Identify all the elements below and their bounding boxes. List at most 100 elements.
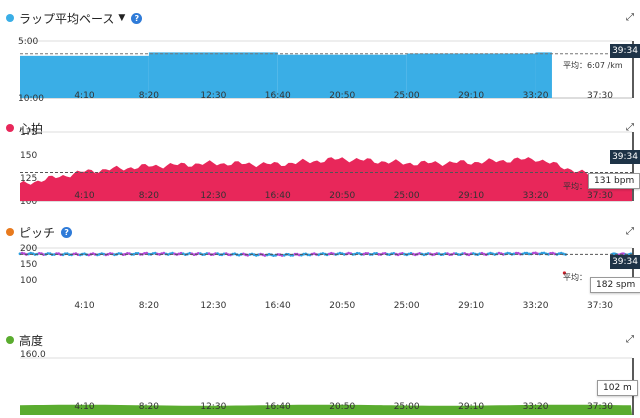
elevation-tooltip: 102 m bbox=[597, 380, 638, 396]
dropdown-arrow-icon[interactable]: ▼ bbox=[118, 13, 126, 23]
cadence-point bbox=[506, 251, 509, 255]
cadence-point bbox=[534, 251, 537, 255]
y-tick-label: 150 bbox=[20, 151, 37, 161]
cadence-point bbox=[20, 251, 24, 255]
cadence-point bbox=[433, 252, 436, 256]
cadence-point bbox=[222, 252, 226, 256]
x-tick-label: 29:10 bbox=[458, 191, 484, 201]
x-tick-label: 37:30 bbox=[587, 402, 613, 412]
x-tick-label: 25:00 bbox=[394, 402, 420, 412]
cadence-point bbox=[407, 252, 411, 256]
cadence-point bbox=[523, 251, 527, 255]
expand-icon[interactable]: ⤢ bbox=[626, 122, 634, 133]
x-tick-label: 20:50 bbox=[329, 301, 355, 311]
y-tick-label: 200 bbox=[20, 244, 37, 254]
pace-title: ラップ平均ペース bbox=[19, 11, 115, 26]
cadence-point bbox=[531, 251, 535, 255]
x-tick-label: 20:50 bbox=[329, 191, 355, 201]
cadence-chart: 200 150 100 4:10 8:20 12:30 16:40 20:50 25:00 29:… bbox=[18, 244, 634, 311]
cadence-point bbox=[392, 252, 396, 255]
heart-rate-chart: 175 150 125 100 4:10 8:20 12:30 16:40 20:50 25:00… bbox=[20, 128, 634, 207]
y-tick-label: 125 bbox=[20, 174, 37, 184]
x-tick-label: 8:20 bbox=[139, 191, 159, 201]
x-tick-label: 4:10 bbox=[74, 91, 94, 101]
x-tick-label: 25:00 bbox=[394, 191, 420, 201]
cadence-point bbox=[192, 253, 196, 256]
x-tick-label: 37:30 bbox=[587, 301, 613, 311]
cadence-point bbox=[121, 253, 125, 256]
cadence-point bbox=[207, 252, 211, 256]
lap-bar bbox=[277, 54, 407, 98]
y-tick-label: 160.0 bbox=[20, 350, 46, 360]
expand-icon[interactable]: ⤢ bbox=[626, 226, 634, 237]
x-tick-label: 37:30 bbox=[587, 191, 613, 201]
lap-bar bbox=[148, 52, 278, 98]
cadence-panel: ピッチ ? ⤢ 200 150 100 4:10 8:20 12:30 16:40 20:50… bbox=[0, 222, 640, 314]
cadence-point bbox=[117, 252, 121, 255]
lap-bar bbox=[20, 55, 149, 98]
y-tick-label: 10:00 bbox=[18, 94, 44, 104]
pace-panel: ラップ平均ペース ▼ ? ⤢ 5:00 10:00 4:10 8:20 12:30 16:… bbox=[0, 8, 640, 104]
x-tick-label: 29:10 bbox=[458, 301, 484, 311]
cadence-point bbox=[437, 252, 441, 256]
x-tick-label: 4:10 bbox=[74, 402, 94, 412]
x-tick-label: 33:20 bbox=[523, 402, 549, 412]
heart-rate-area bbox=[20, 157, 632, 201]
cadence-point bbox=[551, 251, 555, 255]
elevation-chart: 160.0 4:10 8:20 12:30 16:40 20:50 25:00 29:10 33… bbox=[20, 350, 634, 415]
cadence-point bbox=[98, 252, 101, 256]
y-tick-label: 175 bbox=[20, 128, 37, 138]
cadence-point bbox=[237, 253, 241, 257]
cadence-point bbox=[211, 253, 215, 256]
lap-bar bbox=[535, 52, 552, 98]
cadence-point bbox=[162, 251, 166, 255]
help-icon[interactable]: ? bbox=[131, 12, 143, 24]
x-tick-label: 33:20 bbox=[523, 301, 549, 311]
x-tick-label: 16:40 bbox=[265, 91, 291, 101]
cadence-point bbox=[106, 252, 110, 256]
cadence-point bbox=[102, 252, 106, 256]
cadence-point bbox=[218, 253, 222, 256]
cadence-point bbox=[302, 252, 305, 256]
cadence-point bbox=[227, 253, 230, 256]
cadence-point bbox=[248, 253, 252, 256]
y-tick-label: 5:00 bbox=[18, 37, 38, 47]
x-tick-label: 12:30 bbox=[200, 191, 226, 201]
elevation-title: 高度 bbox=[19, 333, 44, 348]
heart-rate-average-label: 平均： bbox=[563, 182, 587, 191]
cadence-point bbox=[448, 253, 452, 256]
x-tick-label: 20:50 bbox=[329, 91, 355, 101]
x-tick-label: 29:10 bbox=[458, 91, 484, 101]
cadence-legend-dot bbox=[6, 228, 14, 236]
cadence-tooltip: 182 spm bbox=[590, 277, 640, 293]
heart-rate-panel: 心拍 ⤢ 175 150 125 100 4:10 8:20 12:30 16:40 20:50… bbox=[0, 118, 640, 210]
elevation-header: 高度 bbox=[6, 330, 43, 350]
help-icon[interactable]: ? bbox=[61, 226, 73, 238]
pace-average-label: 平均：6:07 /km bbox=[563, 61, 623, 70]
pace-header: ラップ平均ペース ▼ ? bbox=[6, 8, 143, 28]
x-tick-label: 8:20 bbox=[139, 91, 159, 101]
cadence-point bbox=[362, 252, 366, 256]
expand-icon[interactable]: ⤢ bbox=[626, 334, 634, 345]
y-tick-label: 100 bbox=[20, 197, 37, 207]
cadence-point bbox=[482, 252, 486, 256]
cadence-point bbox=[525, 251, 529, 255]
x-tick-label: 33:20 bbox=[523, 191, 549, 201]
cadence-point bbox=[501, 253, 505, 256]
cadence-title: ピッチ bbox=[19, 225, 56, 240]
expand-icon[interactable]: ⤢ bbox=[626, 12, 634, 23]
lap-bar bbox=[406, 53, 536, 98]
x-tick-label: 8:20 bbox=[139, 301, 159, 311]
x-tick-label: 8:20 bbox=[139, 402, 159, 412]
cadence-point bbox=[403, 252, 406, 256]
cadence-point bbox=[547, 252, 550, 256]
x-tick-label: 16:40 bbox=[265, 402, 291, 412]
cadence-point bbox=[37, 252, 41, 255]
cadence-point bbox=[177, 252, 181, 256]
cadence-point bbox=[377, 252, 381, 256]
cadence-point bbox=[422, 253, 426, 257]
heart-rate-legend-dot bbox=[6, 124, 14, 132]
cadence-point bbox=[542, 251, 546, 255]
cadence-point bbox=[203, 253, 207, 256]
cadence-point bbox=[467, 253, 471, 257]
